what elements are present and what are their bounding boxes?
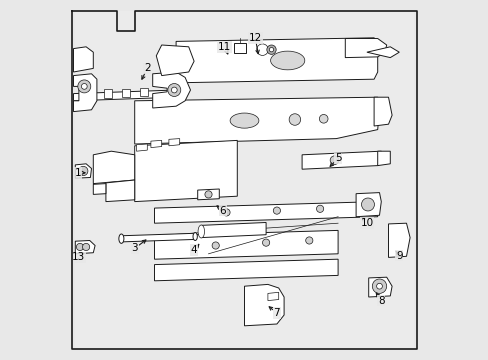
Circle shape [288,114,300,125]
Ellipse shape [193,233,197,240]
Polygon shape [75,11,413,349]
Circle shape [167,84,181,96]
Polygon shape [134,97,379,144]
Polygon shape [73,47,93,72]
Circle shape [316,205,323,212]
Text: 2: 2 [143,63,150,73]
Polygon shape [197,189,219,200]
Polygon shape [168,139,179,146]
Circle shape [262,239,269,246]
Polygon shape [366,47,399,58]
Circle shape [204,191,212,198]
Polygon shape [355,193,381,217]
Text: 1: 1 [75,168,81,178]
Ellipse shape [119,234,123,243]
Text: 6: 6 [219,206,226,216]
Text: 9: 9 [395,251,402,261]
Polygon shape [106,180,134,202]
Polygon shape [151,140,162,148]
Circle shape [376,283,382,289]
Polygon shape [244,284,284,326]
Polygon shape [387,223,409,257]
Text: 10: 10 [360,218,373,228]
Circle shape [371,279,386,293]
Polygon shape [75,240,95,254]
Circle shape [266,45,276,54]
Polygon shape [154,230,337,259]
Polygon shape [267,292,278,301]
Text: 4: 4 [190,245,197,255]
Circle shape [273,207,280,214]
Bar [140,88,148,96]
Polygon shape [345,39,386,58]
Polygon shape [368,277,391,297]
Polygon shape [93,184,106,194]
Ellipse shape [270,51,304,70]
Polygon shape [73,74,97,112]
Polygon shape [134,140,237,202]
Polygon shape [154,202,377,223]
Circle shape [305,237,312,244]
Bar [122,89,130,97]
Circle shape [82,243,89,251]
Text: 3: 3 [131,243,138,253]
Polygon shape [75,164,91,178]
Text: 8: 8 [377,296,384,306]
Text: 5: 5 [334,153,341,163]
Circle shape [361,198,374,211]
Text: 7: 7 [273,308,280,318]
Polygon shape [120,233,196,242]
Circle shape [79,166,88,176]
Polygon shape [302,151,381,169]
Ellipse shape [198,225,204,238]
Text: 11: 11 [218,42,231,52]
Bar [104,89,112,98]
Polygon shape [93,151,134,184]
Polygon shape [377,151,389,166]
Circle shape [76,243,83,251]
Circle shape [212,242,219,249]
Polygon shape [154,259,337,281]
Circle shape [256,44,268,55]
Circle shape [81,84,87,89]
Circle shape [223,209,230,216]
Polygon shape [176,38,377,83]
Circle shape [171,87,177,93]
Text: 13: 13 [71,252,84,262]
Polygon shape [156,45,194,76]
Text: 12: 12 [248,33,262,43]
Polygon shape [73,90,176,101]
Polygon shape [136,144,147,151]
Polygon shape [201,222,265,238]
Circle shape [319,114,327,123]
Circle shape [78,80,91,93]
Polygon shape [233,43,246,53]
Circle shape [329,156,338,165]
Polygon shape [152,72,190,108]
Circle shape [269,48,273,52]
Polygon shape [373,97,391,126]
Ellipse shape [230,113,258,128]
